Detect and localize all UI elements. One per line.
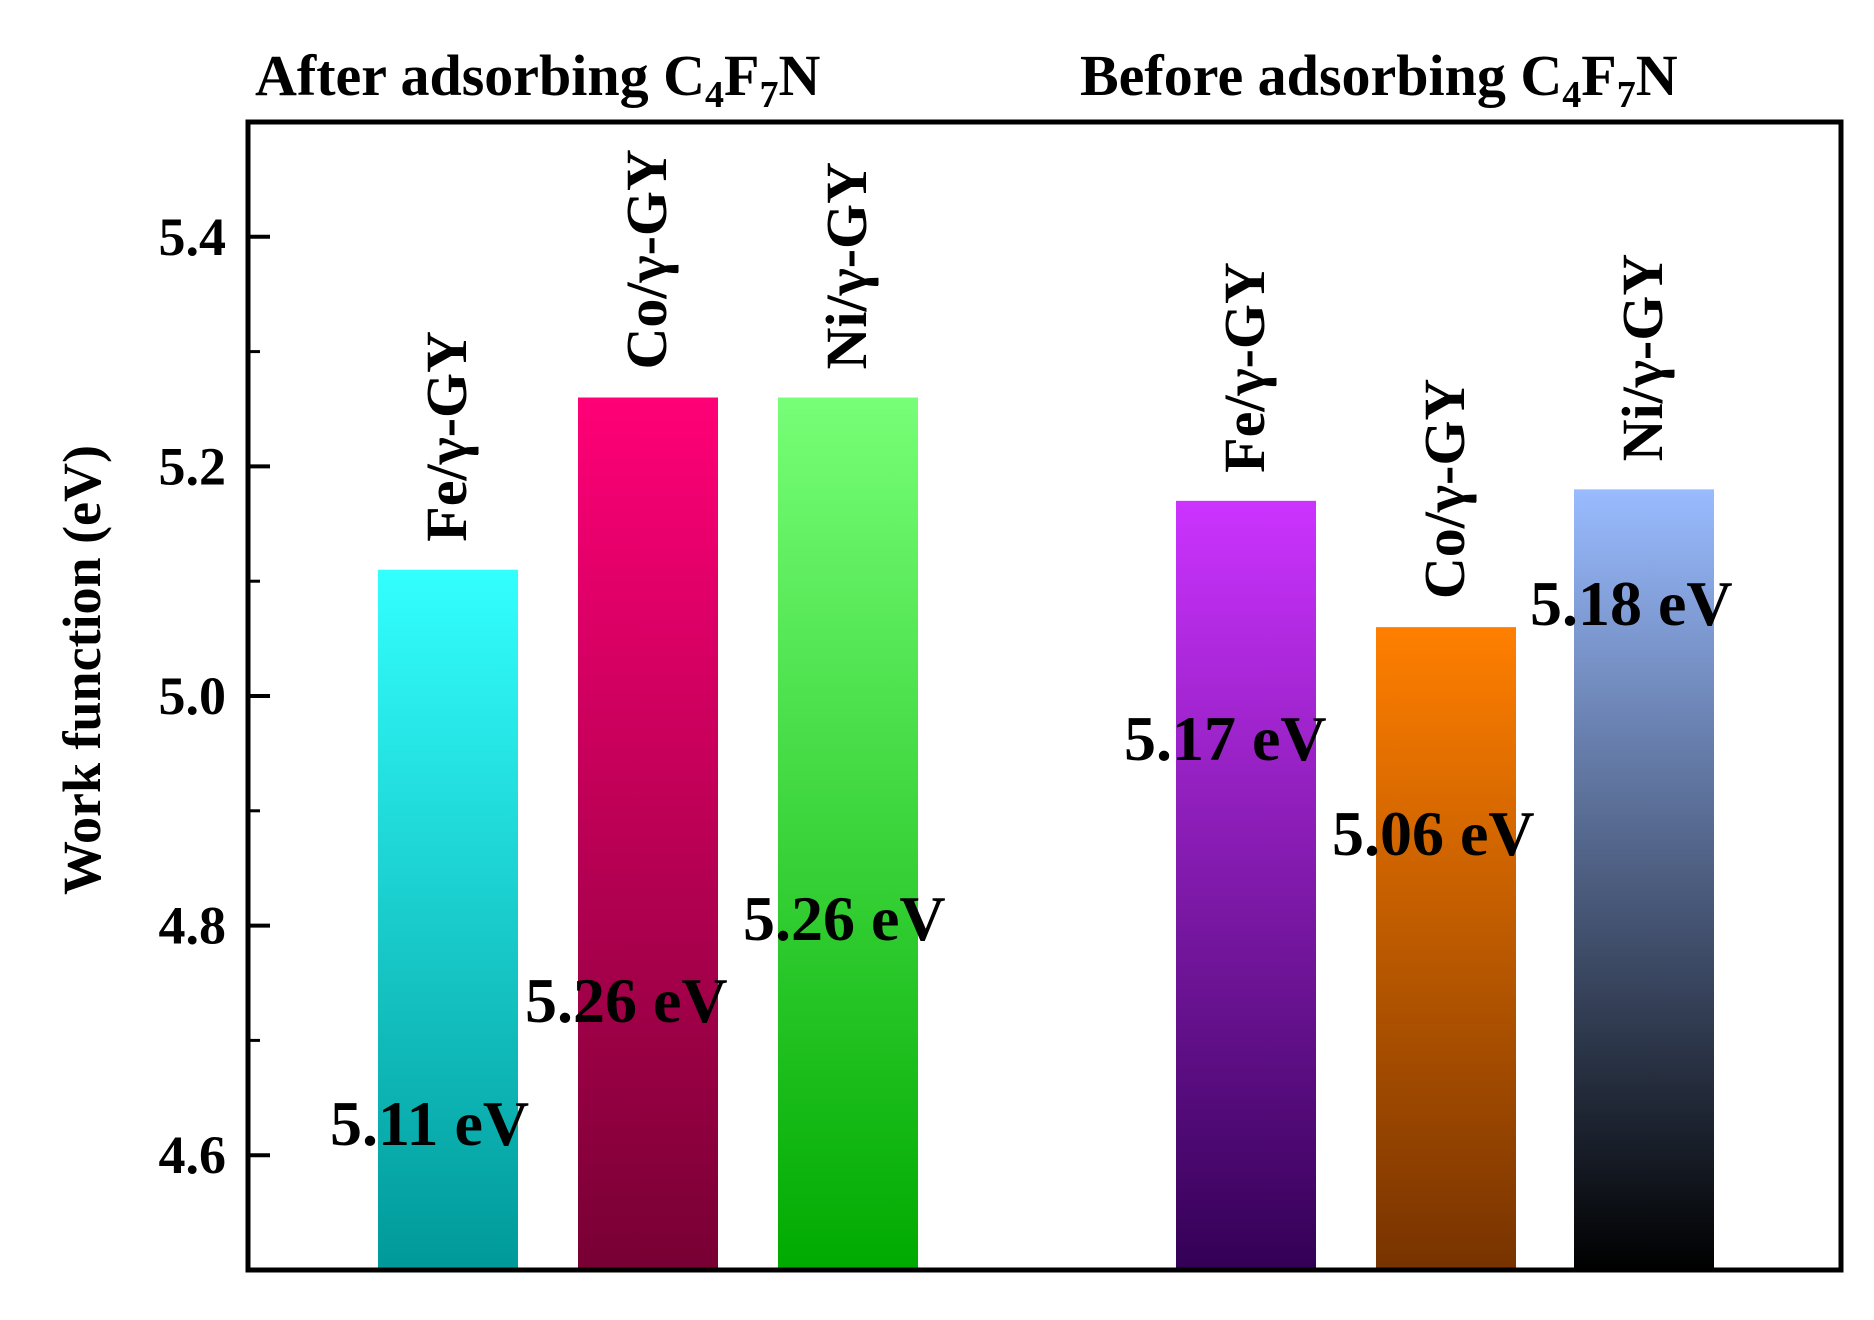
bar-category-label: Ni/γ-GY (814, 162, 879, 370)
bar-1-2 (1574, 489, 1714, 1270)
y-axis-label: Work function (eV) (52, 445, 112, 895)
bar-1-0 (1176, 500, 1316, 1271)
y-tick-label: 5.0 (159, 666, 227, 726)
bar-category-label: Co/γ-GY (1412, 379, 1477, 599)
bar-category-label: Fe/γ-GY (414, 331, 479, 542)
bar-category-labels: Fe/γ-GY Co/γ-GY Ni/γ-GY Fe/γ-GY Co/γ-GY Ni/γ-… (414, 149, 1675, 599)
value-label: 5.26 eV (525, 965, 728, 1036)
bar-category-label: Ni/γ-GY (1610, 254, 1675, 462)
y-tick-label: 5.2 (159, 436, 227, 496)
y-tick-label: 4.6 (159, 1125, 227, 1185)
value-label: 5.17 eV (1124, 703, 1327, 774)
bar-category-label: Fe/γ-GY (1212, 262, 1277, 473)
y-tick-label: 4.8 (159, 896, 227, 956)
bar-0-0 (378, 569, 518, 1270)
y-axis-ticks: 4.6 4.8 5.0 5.2 5.4 (159, 207, 270, 1185)
bars (378, 397, 1714, 1271)
value-labels: 5.11 eV 5.26 eV5.26 eV 5.17 eV5.06 eV 5.18 … (330, 568, 1733, 1159)
bar-1-1 (1376, 627, 1516, 1270)
value-label: 5.06 eV (1332, 798, 1535, 869)
bar-0-1 (578, 397, 718, 1270)
value-label: 5.26 eV (743, 883, 946, 954)
y-tick-label: 5.4 (159, 207, 227, 267)
value-label: 5.11 eV (330, 1088, 529, 1159)
plot-frame (245, 119, 1844, 1273)
value-label: 5.18 eV (1530, 568, 1733, 639)
group-titles: After adsorbing C4F7N Before adsorbing C… (255, 43, 1678, 116)
group-title-before: Before adsorbing C4F7N (1080, 43, 1678, 116)
group-title-after: After adsorbing C4F7N (255, 43, 820, 116)
bar-0-2 (778, 397, 918, 1270)
bar-category-label: Co/γ-GY (614, 149, 679, 369)
